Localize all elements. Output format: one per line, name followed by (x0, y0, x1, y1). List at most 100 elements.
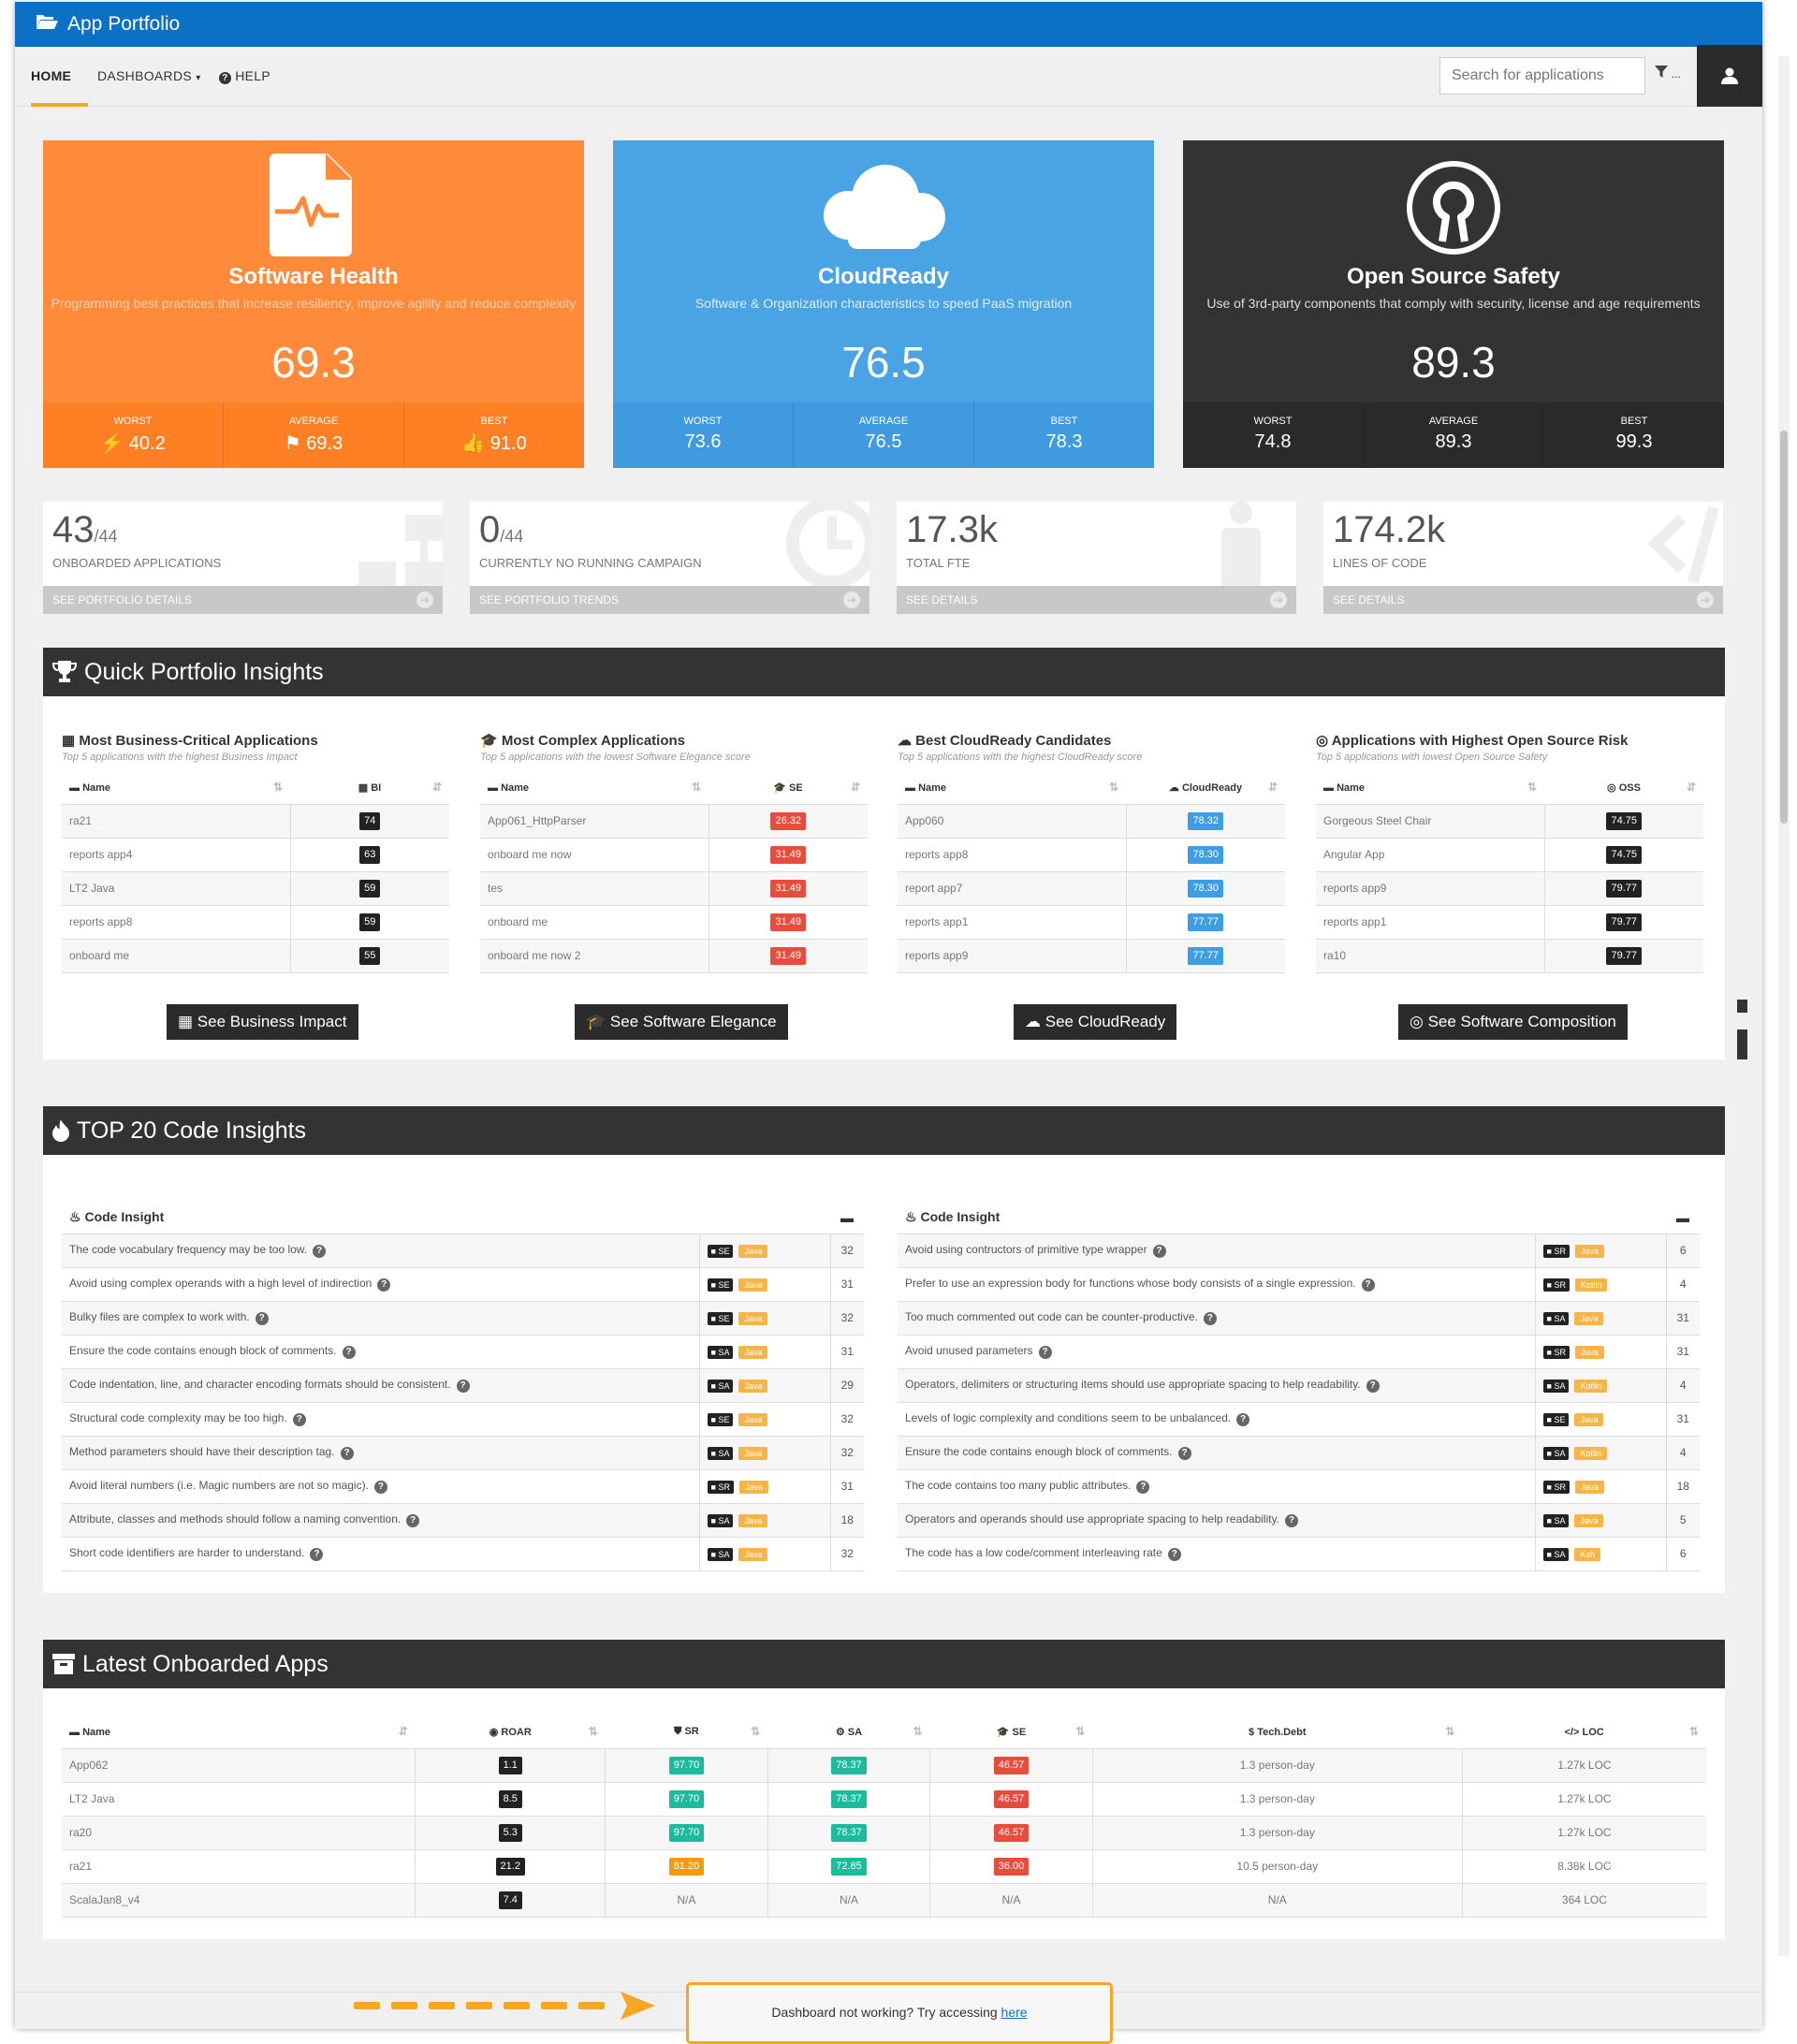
question-circle-icon[interactable]: ? (377, 1278, 391, 1292)
question-circle-icon[interactable]: ? (292, 1413, 306, 1426)
question-circle-icon[interactable]: ? (1285, 1514, 1299, 1527)
code-insight-row[interactable]: Code indentation, line, and character en… (62, 1368, 864, 1403)
tab-home[interactable]: HOME (31, 68, 72, 83)
question-circle-icon[interactable]: ? (1236, 1413, 1250, 1426)
table-row[interactable]: reports app9 79.77 (1316, 871, 1703, 906)
table-row[interactable]: reports app1 77.77 (898, 905, 1285, 940)
question-circle-icon[interactable]: ? (1167, 1548, 1181, 1561)
table-row[interactable]: App060 78.32 (898, 804, 1285, 839)
table-row[interactable]: ScalaJan8_v4 7.4 N/A N/A N/A N/A 364 LOC (62, 1883, 1706, 1918)
question-circle-icon[interactable]: ? (1361, 1278, 1375, 1292)
code-insight-row[interactable]: Ensure the code contains enough block of… (898, 1436, 1700, 1470)
table-row[interactable]: onboard me 31.49 (480, 905, 868, 940)
table-row[interactable]: ra21 74 (62, 804, 449, 839)
scrollbar-track[interactable] (1778, 56, 1790, 1956)
code-insight-row[interactable]: Bulky files are complex to work with.? ■ … (62, 1301, 864, 1336)
question-circle-icon[interactable]: ? (310, 1548, 324, 1561)
sort-asc-icon[interactable]: ⇵ (1686, 781, 1696, 794)
sort-icon[interactable]: ⇅ (588, 1725, 598, 1738)
software-health-card[interactable]: Software Health Programming best practic… (43, 140, 584, 468)
sort-icon[interactable]: ⇅ (1445, 1725, 1455, 1738)
sort-desc-icon[interactable]: ⇵ (1267, 781, 1278, 794)
see-business-impact-button[interactable]: ▦ See Business Impact (167, 1004, 358, 1040)
table-row[interactable]: onboard me now 2 31.49 (480, 939, 868, 973)
see-cloudready-button[interactable]: ☁ See CloudReady (1014, 1004, 1177, 1040)
table-row[interactable]: reports app9 77.77 (898, 939, 1285, 973)
table-row[interactable]: onboard me now 31.49 (480, 838, 868, 872)
code-insight-row[interactable]: Avoid unused parameters? ■ SR Java 31 (898, 1335, 1700, 1369)
see-loc-details-link[interactable]: SEE DETAILS ➜ (1323, 586, 1723, 614)
table-row[interactable]: report app7 78.30 (898, 871, 1285, 906)
code-insight-row[interactable]: Method parameters should have their desc… (62, 1436, 864, 1470)
table-row[interactable]: reports app8 78.30 (898, 838, 1285, 872)
sort-icon[interactable]: ⇅ (1108, 781, 1118, 794)
table-row[interactable]: reports app8 59 (62, 905, 449, 940)
question-circle-icon[interactable]: ? (1177, 1447, 1191, 1460)
code-insight-row[interactable]: Operators, delimiters or structuring ite… (898, 1368, 1700, 1403)
code-insight-row[interactable]: Too much commented out code can be count… (898, 1301, 1700, 1336)
sort-icon[interactable]: ⇅ (751, 1725, 761, 1738)
sort-icon[interactable]: ⇅ (691, 781, 701, 794)
code-insight-row[interactable]: Attribute, classes and methods should fo… (62, 1503, 864, 1538)
table-row[interactable]: Angular App 74.75 (1316, 838, 1703, 872)
question-circle-icon[interactable]: ? (342, 1346, 356, 1359)
table-row[interactable]: tes 31.49 (480, 871, 868, 906)
cloudready-card[interactable]: CloudReady Software & Organization chara… (613, 140, 1154, 468)
search-input[interactable] (1439, 57, 1645, 95)
table-row[interactable]: Gorgeous Steel Chair 74.75 (1316, 804, 1703, 839)
code-insight-row[interactable]: Prefer to use an expression body for fun… (898, 1267, 1700, 1302)
question-circle-icon[interactable]: ? (313, 1245, 327, 1258)
question-circle-icon[interactable]: ? (1152, 1245, 1166, 1258)
see-portfolio-trends-link[interactable]: SEE PORTFOLIO TRENDS ➜ (470, 586, 869, 614)
tab-dashboards[interactable]: DASHBOARDS ▾ (97, 68, 201, 83)
code-insight-row[interactable]: Avoid using complex operands with a high… (62, 1267, 864, 1302)
sort-desc-icon[interactable]: ⇵ (431, 781, 442, 794)
question-circle-icon[interactable]: ? (1038, 1346, 1052, 1359)
code-insight-row[interactable]: Ensure the code contains enough block of… (62, 1335, 864, 1369)
table-row[interactable]: ra21 21.2 81.20 72.85 36.00 10.5 person-day 8.… (62, 1849, 1706, 1884)
see-software-elegance-button[interactable]: 🎓 See Software Elegance (575, 1004, 788, 1040)
table-row[interactable]: LT2 Java 8.5 97.70 78.37 46.57 1.3 person-day… (62, 1782, 1706, 1817)
sort-asc-icon[interactable]: ⇵ (398, 1725, 408, 1738)
code-insight-row[interactable]: The code contains too many public attrib… (898, 1469, 1700, 1504)
code-insight-row[interactable]: Short code identifiers are harder to und… (62, 1537, 864, 1571)
sort-asc-icon[interactable]: ⇵ (850, 781, 860, 794)
table-row[interactable]: App062 1.1 97.70 78.37 46.57 1.3 person-day 1.… (62, 1748, 1706, 1783)
here-link[interactable]: here (1001, 2005, 1028, 2020)
sort-icon[interactable]: ⇅ (1075, 1725, 1086, 1738)
question-circle-icon[interactable]: ? (1136, 1481, 1150, 1494)
filter-button[interactable]: ... (1655, 66, 1681, 80)
scrollbar-thumb[interactable] (1780, 431, 1788, 824)
question-circle-icon[interactable]: ? (1366, 1380, 1380, 1393)
question-circle-icon[interactable]: ? (255, 1312, 269, 1325)
code-insight-row[interactable]: Levels of logic complexity and condition… (898, 1402, 1700, 1437)
table-row[interactable]: LT2 Java 59 (62, 871, 449, 906)
open-source-safety-card[interactable]: Open Source Safety Use of 3rd-party comp… (1183, 140, 1724, 468)
question-circle-icon[interactable]: ? (406, 1514, 420, 1527)
sort-icon[interactable]: ⇅ (1527, 781, 1537, 794)
table-row[interactable]: reports app4 63 (62, 838, 449, 872)
code-insight-row[interactable]: The code vocabulary frequency may be too… (62, 1234, 864, 1268)
table-row[interactable]: ra20 5.3 97.70 78.37 46.57 1.3 person-day 1.27… (62, 1816, 1706, 1850)
table-row[interactable]: ra10 79.77 (1316, 939, 1703, 973)
sort-icon[interactable]: ⇅ (913, 1725, 923, 1738)
tab-help[interactable]: ? HELP (219, 68, 270, 84)
table-row[interactable]: onboard me 55 (62, 939, 449, 973)
code-insight-row[interactable]: Operators and operands should use approp… (898, 1503, 1700, 1538)
code-insight-row[interactable]: Structural code complexity may be too hi… (62, 1402, 864, 1437)
code-insight-row[interactable]: Avoid using contructors of primitive typ… (898, 1234, 1700, 1268)
table-row[interactable]: App061_HttpParser 26.32 (480, 804, 868, 839)
table-row[interactable]: reports app1 79.77 (1316, 905, 1703, 940)
see-software-composition-button[interactable]: ◎ See Software Composition (1398, 1004, 1628, 1040)
question-circle-icon[interactable]: ? (373, 1481, 387, 1494)
question-circle-icon[interactable]: ? (1203, 1312, 1217, 1325)
sort-icon[interactable]: ⇅ (272, 781, 283, 794)
question-circle-icon[interactable]: ? (340, 1447, 354, 1460)
see-fte-details-link[interactable]: SEE DETAILS ➜ (897, 586, 1296, 614)
see-portfolio-details-link[interactable]: SEE PORTFOLIO DETAILS ➜ (43, 586, 443, 614)
question-circle-icon[interactable]: ? (456, 1380, 470, 1393)
sort-icon[interactable]: ⇅ (1688, 1725, 1699, 1738)
code-insight-row[interactable]: The code has a low code/comment interlea… (898, 1537, 1700, 1571)
code-insight-row[interactable]: Avoid literal numbers (i.e. Magic number… (62, 1469, 864, 1504)
user-menu-button[interactable] (1697, 45, 1762, 107)
